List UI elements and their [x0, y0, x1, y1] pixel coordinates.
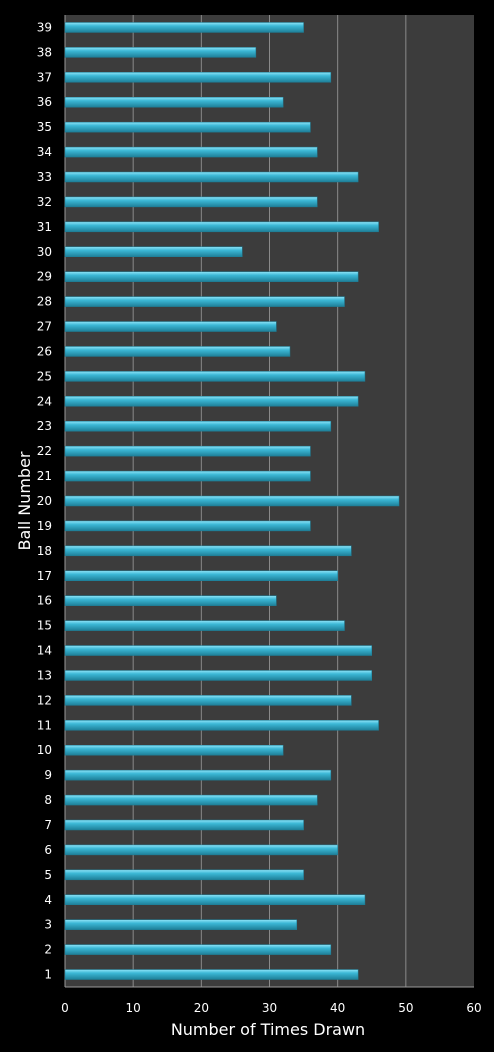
- y-tick-label: 7: [44, 818, 52, 832]
- bar-ball-27: [64, 321, 277, 332]
- y-tick-label: 35: [37, 120, 52, 134]
- y-tick-label: 30: [37, 245, 52, 259]
- x-tick-label: 10: [126, 1001, 141, 1015]
- y-tick-label: 6: [44, 843, 52, 857]
- bar-ball-36: [64, 96, 284, 108]
- y-tick-label: 29: [37, 270, 52, 284]
- y-tick-label: 15: [37, 619, 52, 633]
- bar-ball-23: [64, 420, 332, 432]
- y-tick-label: 11: [37, 718, 52, 732]
- y-tick-label: 24: [37, 394, 52, 408]
- bar-ball-32: [64, 196, 318, 208]
- bar-ball-35: [64, 121, 311, 133]
- y-tick-label: 33: [37, 170, 52, 184]
- bar-ball-18: [64, 545, 352, 557]
- bar-ball-28: [64, 296, 345, 307]
- y-tick-label: 23: [37, 419, 52, 433]
- y-tick-label: 25: [37, 369, 52, 383]
- x-tick-label: 0: [61, 1001, 69, 1015]
- bar-ball-3: [64, 919, 298, 930]
- y-tick-label: 39: [37, 20, 52, 34]
- y-tick-label: 10: [37, 743, 52, 757]
- bar-ball-15: [64, 620, 345, 631]
- x-tick-label: 40: [330, 1001, 345, 1015]
- y-tick-label: 38: [37, 45, 52, 59]
- x-axis-title: Number of Times Drawn: [171, 1020, 365, 1039]
- bar-ball-12: [64, 695, 352, 706]
- bar-ball-11: [64, 720, 379, 731]
- y-tick-label: 9: [44, 768, 52, 782]
- bar-ball-30: [64, 246, 243, 258]
- bar-ball-29: [64, 271, 359, 282]
- y-tick-label: 22: [37, 444, 52, 458]
- bar-ball-5: [64, 869, 304, 881]
- bar-ball-9: [64, 769, 332, 781]
- y-tick-label: 17: [37, 569, 52, 583]
- bar-ball-33: [64, 171, 359, 183]
- bars: [64, 22, 400, 980]
- y-tick-label: 21: [37, 469, 52, 483]
- bar-ball-19: [64, 520, 311, 532]
- y-tick-label: 2: [44, 943, 52, 957]
- bar-ball-6: [64, 844, 338, 856]
- bar-ball-2: [64, 944, 332, 955]
- bar-ball-34: [64, 146, 318, 158]
- bar-ball-31: [64, 221, 379, 233]
- bar-ball-17: [64, 570, 338, 582]
- y-tick-label: 26: [37, 344, 52, 358]
- bar-ball-4: [64, 894, 366, 906]
- bar-ball-7: [64, 819, 304, 831]
- y-tick-label: 20: [37, 494, 52, 508]
- y-axis-title: Ball Number: [15, 451, 34, 550]
- y-tick-label: 19: [37, 519, 52, 533]
- y-tick-label: 12: [37, 693, 52, 707]
- bar-ball-21: [64, 470, 311, 482]
- y-tick-label: 37: [37, 70, 52, 84]
- x-tick-label: 30: [262, 1001, 277, 1015]
- bar-ball-20: [64, 495, 400, 507]
- y-tick-label: 1: [44, 968, 52, 982]
- x-tick-label: 20: [194, 1001, 209, 1015]
- y-tick-label: 27: [37, 320, 52, 334]
- bar-ball-25: [64, 371, 366, 382]
- bar-ball-22: [64, 445, 311, 457]
- bar-ball-16: [64, 595, 277, 606]
- bar-ball-26: [64, 346, 291, 357]
- y-axis-ticks: 1234567891011121314151617181920212223242…: [37, 20, 52, 981]
- y-tick-label: 36: [37, 95, 52, 109]
- y-tick-label: 8: [44, 793, 52, 807]
- bar-ball-8: [64, 794, 318, 806]
- y-tick-label: 34: [37, 145, 52, 159]
- x-tick-label: 60: [466, 1001, 481, 1015]
- bar-ball-14: [64, 645, 372, 656]
- y-tick-label: 28: [37, 295, 52, 309]
- bar-ball-37: [64, 72, 332, 83]
- y-tick-label: 32: [37, 195, 52, 209]
- bar-ball-10: [64, 744, 284, 756]
- bar-ball-13: [64, 670, 372, 681]
- x-tick-label: 50: [398, 1001, 413, 1015]
- y-tick-label: 16: [37, 594, 52, 608]
- y-tick-label: 4: [44, 893, 52, 907]
- y-tick-label: 13: [37, 668, 52, 682]
- y-tick-label: 3: [44, 918, 52, 932]
- y-tick-label: 31: [37, 220, 52, 234]
- x-axis-ticks: 0 10 20 30 40 50 60: [61, 1001, 481, 1015]
- y-tick-label: 18: [37, 544, 52, 558]
- bar-ball-39: [64, 22, 304, 33]
- bar-ball-24: [64, 396, 359, 407]
- y-tick-label: 5: [44, 868, 52, 882]
- bar-ball-38: [64, 47, 257, 58]
- y-tick-label: 14: [37, 644, 52, 658]
- bar-ball-1: [64, 969, 359, 980]
